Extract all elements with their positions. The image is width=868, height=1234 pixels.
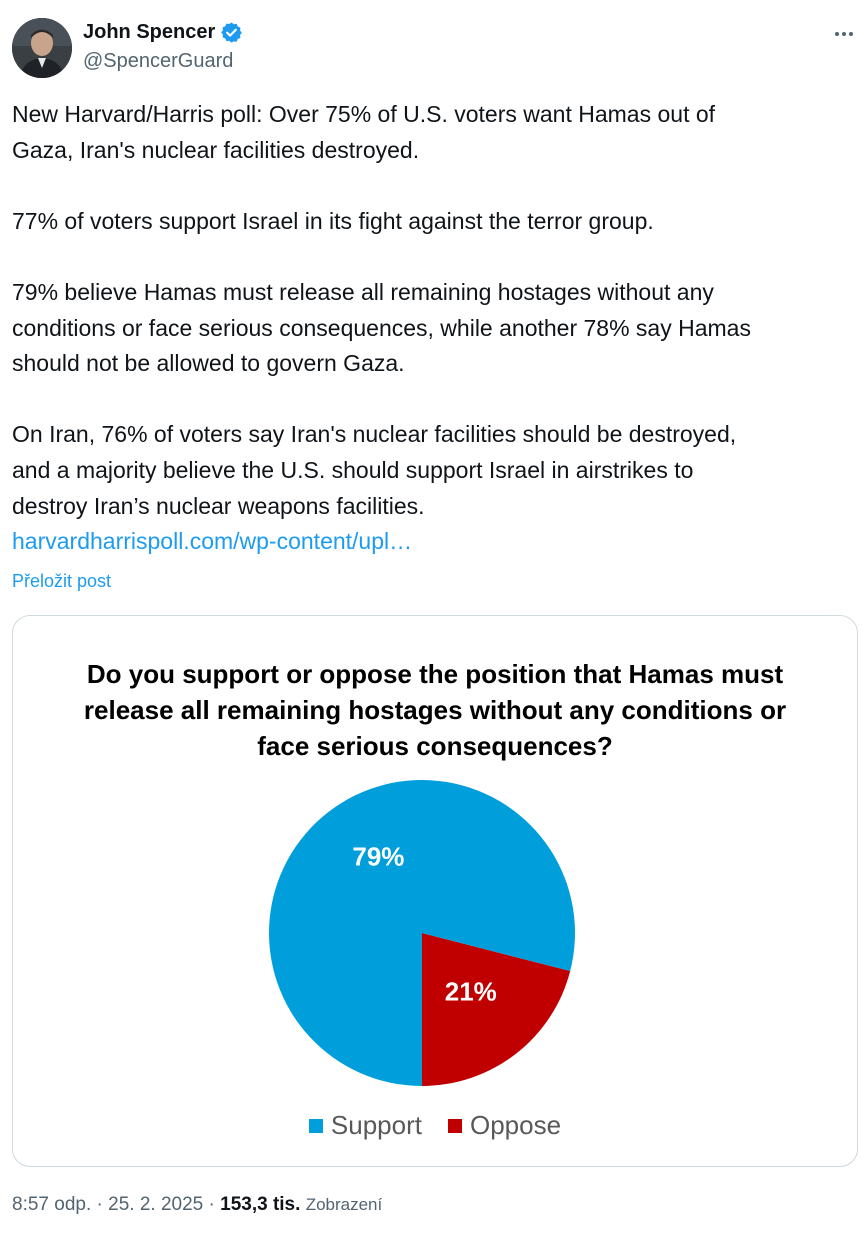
legend-swatch-support [308, 1118, 323, 1133]
text-line: and a majority believe the U.S. should s… [12, 456, 694, 483]
text-line: 77% of voters support Israel in its figh… [12, 207, 654, 234]
pie-label-oppose: 21% [445, 977, 497, 1007]
post-date[interactable]: 25. 2. 2025 [108, 1194, 204, 1215]
views-count: 153,3 tis. [220, 1194, 301, 1215]
chart-title: Do you support or oppose the position th… [73, 656, 797, 764]
text-line: Gaza, Iran's nuclear facilities destroye… [12, 136, 420, 163]
verified-badge-icon [221, 22, 243, 43]
author-name-row: John Spencer [83, 21, 243, 44]
author-handle[interactable]: @SpencerGuard [83, 50, 234, 72]
post-meta: 8:57 odp. · 25. 2. 2025 · 153,3 tis. Zob… [12, 1194, 382, 1216]
dot-icon [842, 32, 846, 36]
post-paragraph: New Harvard/Harris poll: Over 75% of U.S… [12, 97, 858, 168]
text-line: destroy Iran’s nuclear weapons facilitie… [12, 492, 425, 519]
legend-label: Support [330, 1110, 422, 1140]
dot-icon [849, 32, 853, 36]
avatar[interactable] [12, 18, 72, 78]
author-display-name[interactable]: John Spencer [83, 21, 216, 43]
translate-post-link[interactable]: Přeložit post [12, 571, 112, 591]
legend-label: Oppose [470, 1110, 562, 1140]
legend-swatch-oppose [448, 1118, 462, 1133]
chart-title-line: release all remaining hostages without a… [83, 695, 787, 725]
pie-label-support: 79% [352, 841, 404, 871]
dot-icon [835, 32, 839, 36]
chart-title-line: face serious consequences? [257, 731, 613, 761]
pie-chart: 21% 79% [269, 780, 575, 1086]
legend-item-support: Support [308, 1110, 422, 1141]
text-line: conditions or face serious consequences,… [12, 314, 751, 341]
post-paragraph: 77% of voters support Israel in its figh… [12, 204, 858, 240]
views-label: Zobrazení [305, 1195, 383, 1214]
post-paragraph: 79% believe Hamas must release all remai… [12, 275, 858, 382]
text-line: New Harvard/Harris poll: Over 75% of U.S… [12, 101, 716, 127]
text-line: should not be allowed to govern Gaza. [12, 350, 405, 377]
chart-title-line: Do you support or oppose the position th… [86, 659, 784, 689]
pie-slice-support [269, 780, 575, 1086]
chart-legend: Support Oppose [13, 1110, 857, 1141]
post-header: John Spencer @SpencerGuard [12, 18, 856, 80]
text-line: On Iran, 76% of voters say Iran's nuclea… [12, 421, 737, 448]
text-line: 79% believe Hamas must release all remai… [12, 278, 714, 305]
post-text: New Harvard/Harris poll: Over 75% of U.S… [12, 97, 858, 560]
external-link[interactable]: harvardharrispoll.com/wp-content/upl… [12, 528, 413, 555]
legend-item-oppose: Oppose [448, 1110, 561, 1141]
meta-separator: · [208, 1194, 215, 1215]
meta-separator: · [96, 1194, 103, 1215]
pie-slice-oppose [422, 933, 571, 1086]
post-paragraph: On Iran, 76% of voters say Iran's nuclea… [12, 417, 858, 559]
more-options-icon[interactable] [832, 24, 856, 44]
media-card[interactable]: Do you support or oppose the position th… [12, 615, 858, 1167]
post-time[interactable]: 8:57 odp. [12, 1194, 92, 1215]
